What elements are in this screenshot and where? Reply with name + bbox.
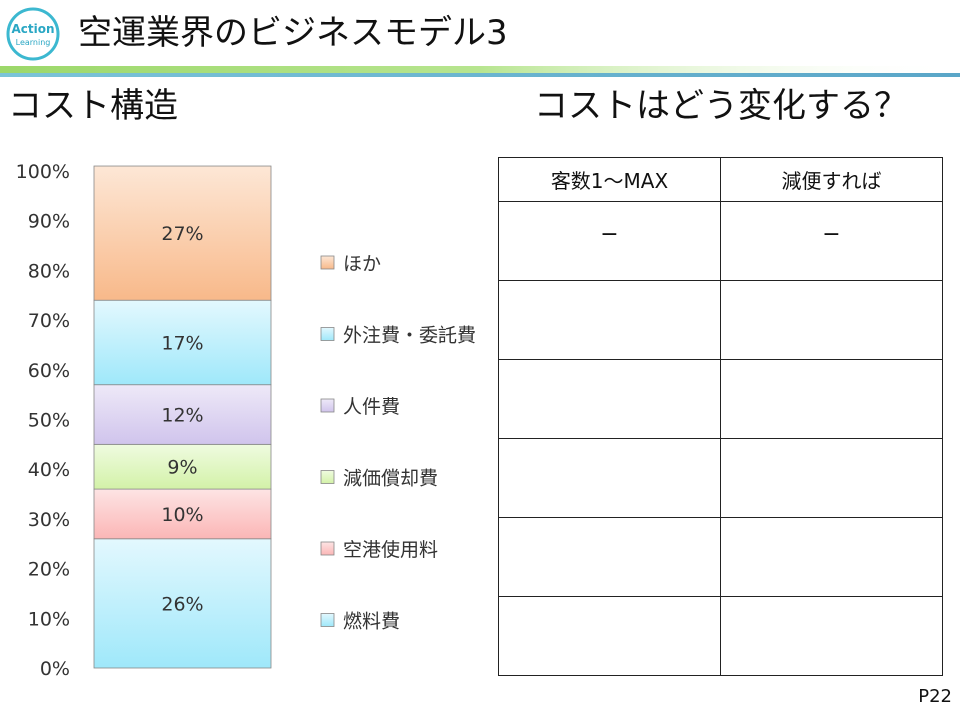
data-label: 12%	[161, 405, 203, 427]
table-cell-text: −	[822, 222, 841, 247]
y-tick-label: 30%	[28, 509, 70, 531]
action-learning-logo: Action Learning	[6, 7, 60, 61]
table-cell-text	[499, 597, 720, 617]
cost-change-heading: コストはどう変化する？	[534, 86, 908, 126]
page-number: P22	[918, 686, 952, 707]
y-tick-label: 100%	[16, 161, 70, 183]
table-row	[498, 280, 943, 360]
table-cell	[498, 438, 721, 518]
legend-swatch	[320, 470, 335, 484]
legend-label: 燃料費	[343, 611, 400, 633]
table-row	[498, 359, 943, 439]
page-title: 空運業界のビジネスモデル3	[78, 13, 508, 53]
y-tick-label: 10%	[28, 608, 70, 630]
bar-segment-1	[93, 538, 272, 669]
header-divider	[0, 66, 960, 77]
table-cell	[498, 359, 721, 439]
table-cell	[720, 359, 943, 439]
table-row	[498, 438, 943, 518]
table-cell	[720, 596, 943, 676]
table-header-reduced-flights: 減便すれば	[720, 157, 943, 202]
y-tick-label: 60%	[28, 360, 70, 382]
legend-swatch	[320, 398, 335, 413]
table-cell-text: −	[600, 222, 619, 247]
y-tick-label: 0%	[40, 658, 70, 680]
legend-label: 人件費	[343, 396, 400, 418]
data-label: 26%	[161, 593, 203, 615]
table-cell-text	[499, 439, 720, 459]
legend-label: ほか	[343, 253, 381, 275]
logo-text-line2: Learning	[16, 38, 51, 47]
table-cell: −	[498, 201, 721, 281]
y-tick-label: 90%	[28, 211, 70, 233]
legend-swatch	[320, 541, 335, 556]
table-cell	[498, 280, 721, 360]
stacked-bar-chart: 0% 10% 20% 30% 40% 50% 60% 70% 80% 90% 100% 26% 10% 9…	[16, 161, 476, 680]
legend-label: 減価償却費	[343, 468, 438, 490]
legend-swatch	[320, 613, 335, 627]
table-cell-text	[499, 281, 720, 301]
table-cell	[720, 438, 943, 518]
cost-change-table: 客数1〜MAX 減便すれば − −	[498, 157, 943, 676]
table-row	[498, 517, 943, 597]
y-tick-label: 40%	[28, 459, 70, 481]
data-label: 9%	[167, 457, 197, 479]
bar-segment-6	[93, 165, 272, 301]
data-label: 27%	[161, 223, 203, 245]
table-cell-text	[499, 518, 720, 538]
legend-swatch	[320, 255, 335, 270]
bar-segment-5	[93, 299, 272, 386]
bar-segment-4	[93, 384, 272, 445]
logo-text-line1: Action	[11, 22, 54, 36]
legend-label: 空港使用料	[343, 539, 438, 561]
y-tick-label: 50%	[28, 410, 70, 432]
y-tick-label: 70%	[28, 310, 70, 332]
table-cell	[720, 517, 943, 597]
table-cell-text	[721, 518, 942, 538]
table-row	[498, 596, 943, 676]
table-cell-text	[721, 597, 942, 617]
table-cell	[498, 517, 721, 597]
table-cell	[720, 280, 943, 360]
table-cell-text	[721, 360, 942, 380]
table-cell	[498, 596, 721, 676]
table-header-max-customers: 客数1〜MAX	[498, 157, 721, 202]
cost-structure-heading: コスト構造	[8, 86, 178, 126]
table-row: − −	[498, 201, 943, 281]
table-cell-text	[499, 360, 720, 380]
legend-swatch	[320, 327, 335, 341]
data-label: 10%	[161, 504, 203, 526]
table-cell-text	[721, 439, 942, 459]
data-label: 17%	[161, 332, 203, 354]
table-cell-text	[721, 281, 942, 301]
y-tick-label: 80%	[28, 260, 70, 282]
bar-segment-3	[93, 443, 272, 490]
table-cell: −	[720, 201, 943, 281]
y-tick-label: 20%	[28, 559, 70, 581]
legend-label: 外注費・委託費	[343, 325, 476, 347]
